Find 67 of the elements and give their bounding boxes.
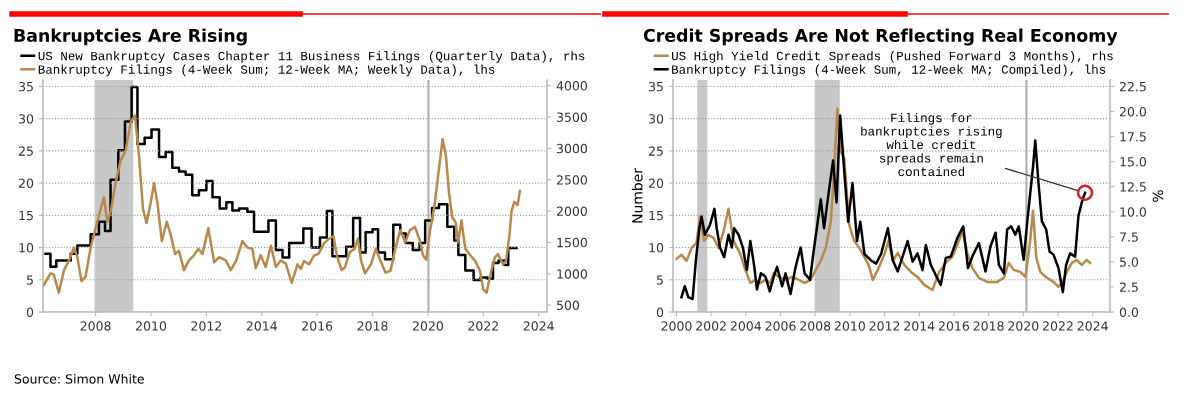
y2-tick-label: 1000	[557, 269, 588, 279]
y2-tick-label: 500	[556, 300, 580, 311]
y2-tick-label: 10.0	[1120, 207, 1147, 217]
x-tick-label: 2008	[800, 321, 831, 331]
x-tick-label: 2004	[730, 321, 762, 331]
y2-tick-label: 12.5	[1120, 182, 1146, 192]
x-tick-label: 2012	[191, 321, 222, 331]
y-tick-label: 10	[649, 243, 664, 253]
legend-label: Bankruptcy Filings (4-Week Sum, 12-Week MA; Compiled), lhs	[672, 64, 1106, 77]
line-series	[43, 114, 522, 294]
y2-tick-label: 5.0	[1119, 257, 1139, 267]
source-note: Source: Simon White	[14, 373, 144, 384]
y-tick-label: 5	[26, 275, 33, 285]
y2-tick-label: 20.0	[1119, 106, 1147, 117]
x-tick-label: 2014	[904, 321, 935, 331]
y2-tick-label: 17.5	[1120, 132, 1146, 142]
x-tick-label: 2008	[80, 321, 111, 331]
x-tick-label: 2012	[869, 321, 900, 331]
y2-tick-label: 7.5	[1120, 232, 1138, 242]
y-tick-label: 0	[26, 307, 34, 317]
x-tick-label: 2010	[834, 321, 865, 331]
x-tick-label: 2022	[468, 321, 498, 331]
y-tick-label: 0	[656, 307, 664, 317]
x-tick-label: 2010	[136, 321, 167, 331]
x-tick-label: 2020	[1008, 321, 1039, 331]
x-tick-label: 2024	[523, 321, 554, 331]
y-tick-label: 20	[648, 178, 664, 189]
y2-tick-label: 2500	[556, 175, 588, 185]
y2-tick-label: 3000	[556, 143, 588, 154]
y2-tick-label: 0.0	[1119, 307, 1139, 317]
x-tick-label: 2002	[696, 321, 726, 331]
y2-tick-label: 15.0	[1120, 157, 1147, 167]
x-tick-label: 2014	[246, 321, 277, 331]
x-tick-label: 2024	[1077, 321, 1108, 331]
y2-tick-label: 4000	[556, 81, 588, 91]
x-tick-label: 2000	[661, 321, 692, 331]
y-tick-label: 20	[18, 178, 34, 189]
legend-label: US New Bankruptcy Cases Chapter 11 Business Filings (Quarterly Data), rhs	[38, 51, 585, 63]
y2-axis-title: %	[1152, 190, 1164, 202]
annotation: Filings for bankruptcies rising while credit spreads remain contained	[861, 112, 1002, 177]
y2-tick-label: 2.5	[1119, 282, 1138, 292]
y2-tick-label: 2000	[556, 206, 588, 216]
y-tick-label: 25	[18, 146, 33, 156]
legend-label: US High Yield Credit Spreads (Pushed Forward 3 Months), rhs	[672, 51, 1113, 63]
x-tick-label: 2020	[412, 321, 443, 331]
x-tick-label: 2018	[973, 321, 1004, 331]
y2-tick-label: 1500	[557, 237, 588, 248]
x-tick-label: 2022	[1042, 321, 1073, 331]
y2-tick-label: 22.5	[1119, 81, 1146, 92]
y-tick-label: 15	[19, 210, 33, 221]
y-tick-label: 35	[649, 81, 663, 92]
x-tick-label: 2016	[302, 321, 333, 331]
y-tick-label: 5	[656, 275, 663, 285]
y-tick-label: 10	[19, 243, 34, 253]
x-tick-label: 2018	[357, 321, 388, 331]
y2-tick-label: 3500	[556, 112, 588, 122]
x-tick-label: 2016	[938, 321, 970, 331]
y-axis-title: Number	[631, 168, 643, 223]
legend-label: Bankruptcy Filings (4-Week Sum; 12-Week MA; Weekly Data), lhs	[38, 64, 495, 77]
chart-title: Bankruptcies Are Rising	[14, 28, 247, 46]
y-tick-label: 30	[19, 114, 34, 124]
y-tick-label: 25	[648, 146, 663, 156]
y-tick-label: 15	[649, 210, 663, 221]
chart-title: Credit Spreads Are Not Reflecting Real Economy	[643, 28, 1118, 46]
y-tick-label: 35	[19, 81, 33, 92]
x-tick-label: 2006	[765, 321, 796, 331]
y-tick-label: 30	[649, 114, 664, 124]
